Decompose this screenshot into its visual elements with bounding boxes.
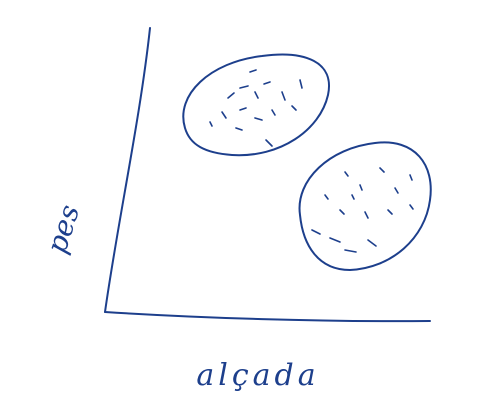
ink-mark <box>291 105 297 111</box>
ink-mark <box>265 139 273 147</box>
ink-mark <box>239 107 247 111</box>
ink-mark <box>281 91 286 101</box>
ink-mark <box>344 249 357 253</box>
ink-mark <box>387 209 393 215</box>
cluster-points <box>311 167 414 253</box>
ink-mark <box>249 69 257 73</box>
ink-mark <box>379 167 385 173</box>
y-axis <box>104 27 151 313</box>
ink-mark <box>254 91 259 99</box>
ink-mark <box>239 85 249 89</box>
ink-mark <box>271 109 276 116</box>
x-axis <box>104 311 431 323</box>
ink-mark <box>209 121 213 127</box>
ink-mark <box>311 229 321 235</box>
ink-mark <box>359 184 363 191</box>
ink-mark <box>221 111 227 119</box>
ink-mark <box>344 171 349 177</box>
ink-mark <box>324 194 329 200</box>
cluster-2 <box>298 141 432 272</box>
ink-mark <box>364 211 369 219</box>
ink-mark <box>254 117 263 121</box>
ink-mark <box>394 187 399 194</box>
ink-mark <box>329 237 341 243</box>
cluster-points <box>209 69 303 147</box>
ink-mark <box>235 127 243 131</box>
ink-mark <box>299 79 303 89</box>
ink-mark <box>351 194 355 200</box>
ink-mark <box>263 81 271 85</box>
cluster-outline <box>182 53 331 157</box>
ink-mark <box>367 239 377 247</box>
ink-mark <box>339 209 345 215</box>
ink-mark <box>409 174 413 181</box>
cluster-1 <box>182 53 331 157</box>
cluster-outline <box>298 141 432 272</box>
x-axis-label: alçada <box>196 358 319 393</box>
ink-mark <box>409 204 414 210</box>
ink-mark <box>227 92 235 99</box>
